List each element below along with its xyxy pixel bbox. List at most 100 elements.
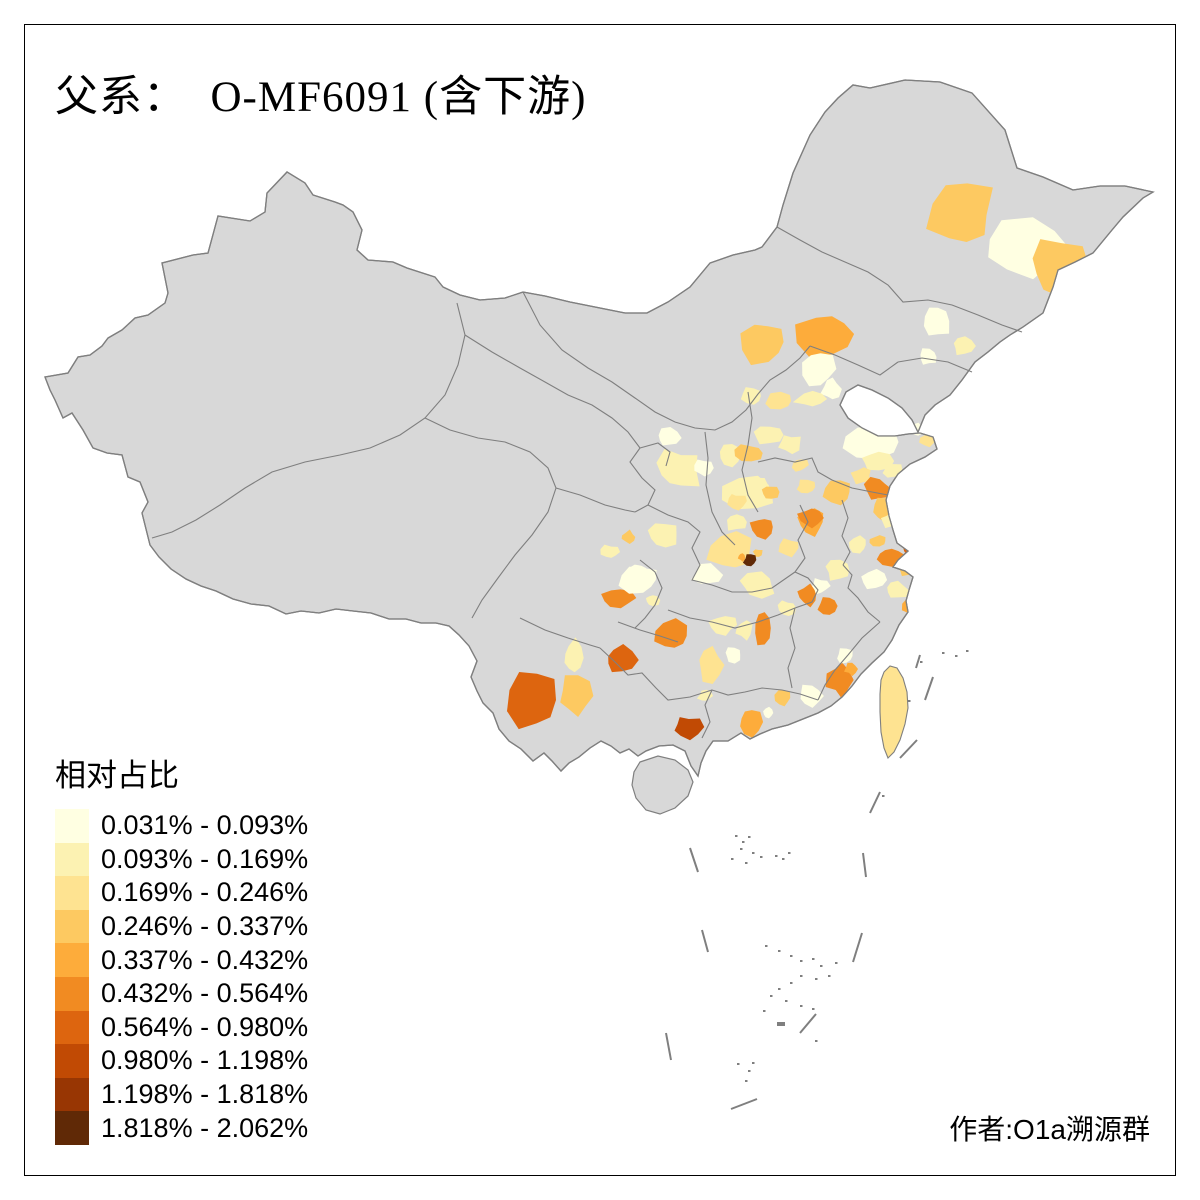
island-speck xyxy=(800,1005,803,1007)
prefecture-patch xyxy=(802,353,837,387)
page-title: 父系： O-MF6091 (含下游) xyxy=(55,74,587,121)
legend-swatch xyxy=(55,943,89,977)
island-speck xyxy=(800,975,803,977)
prefecture-patch xyxy=(778,435,801,455)
prefecture-patch xyxy=(600,544,621,558)
prefecture-patch xyxy=(740,387,761,405)
prefecture-patch xyxy=(724,477,769,496)
legend-rows: 0.031% - 0.093% 0.093% - 0.169% 0.169% -… xyxy=(55,809,308,1145)
legend-row: 0.337% - 0.432% xyxy=(55,943,308,977)
legend-swatch xyxy=(55,1044,89,1078)
boundary-dash xyxy=(899,739,918,759)
prefecture-patch xyxy=(876,548,907,567)
boundary-dash xyxy=(701,929,709,953)
prefecture-patch xyxy=(844,662,858,677)
prefecture-patch xyxy=(742,554,757,567)
island-speck xyxy=(748,836,751,838)
legend-swatch xyxy=(55,809,89,843)
prefecture-patch xyxy=(820,377,842,400)
prefecture-patch xyxy=(763,706,774,719)
prefecture-patch xyxy=(848,535,866,554)
prefecture-patch xyxy=(725,647,741,664)
island-speck xyxy=(740,848,743,850)
prefecture-patch xyxy=(737,553,746,562)
legend-label: 0.246% - 0.337% xyxy=(101,911,309,942)
island-speck xyxy=(812,958,815,960)
island-speck xyxy=(800,960,803,962)
prefecture-patch xyxy=(778,538,799,558)
boundary-dash xyxy=(862,852,867,878)
legend-title: 相对占比 xyxy=(55,758,179,793)
prefecture-patch xyxy=(800,684,824,708)
island-speck xyxy=(752,1062,755,1064)
boundary-dash xyxy=(730,1098,758,1110)
prefecture-patch xyxy=(753,426,784,445)
legend-label: 0.432% - 0.564% xyxy=(101,978,309,1009)
island-speck xyxy=(785,1000,788,1002)
island-speck xyxy=(790,982,793,984)
prefecture-patch xyxy=(809,578,831,595)
prefecture-patch xyxy=(795,316,855,359)
legend-label: 0.564% - 0.980% xyxy=(101,1011,309,1042)
legend-row: 0.432% - 0.564% xyxy=(55,976,309,1011)
legend-swatch xyxy=(55,1077,89,1112)
legend-label: 0.980% - 1.198% xyxy=(101,1045,309,1076)
island-speck xyxy=(745,1080,748,1082)
prefecture-patch xyxy=(694,459,714,477)
prefecture-patch xyxy=(792,390,828,407)
legend-swatch xyxy=(55,909,89,944)
prefecture-patch xyxy=(740,324,784,366)
island-speck xyxy=(920,661,923,663)
prefecture-patch xyxy=(735,620,753,641)
island-speck xyxy=(882,795,885,797)
island-speck xyxy=(908,700,911,702)
legend: 相对占比 0.031% - 0.093% 0.093% - 0.169% 0.1… xyxy=(55,750,308,1145)
legend-label: 0.169% - 0.246% xyxy=(101,877,309,908)
legend-swatch xyxy=(55,842,89,877)
island-speck xyxy=(782,858,785,860)
prefecture-patch xyxy=(761,486,780,499)
prefecture-patch xyxy=(727,490,747,511)
prefecture-patch xyxy=(869,535,886,547)
boundary-dash xyxy=(924,676,934,701)
legend-row: 0.031% - 0.093% xyxy=(55,809,308,843)
prefecture-patch xyxy=(850,467,871,485)
prefecture-patch xyxy=(658,427,682,446)
island-speck xyxy=(775,855,778,857)
island-speck xyxy=(790,955,793,957)
prefecture-patch xyxy=(654,618,688,648)
legend-row: 0.980% - 1.198% xyxy=(55,1044,308,1078)
legend-swatch xyxy=(55,1010,89,1045)
island-speck xyxy=(778,950,781,952)
prefecture-patch xyxy=(797,583,817,608)
prefecture-patch xyxy=(920,348,937,365)
prefecture-patch xyxy=(926,183,993,242)
legend-label: 0.093% - 0.169% xyxy=(101,843,309,874)
prefecture-patch xyxy=(752,549,763,557)
island-speck xyxy=(765,945,768,947)
island-speck xyxy=(763,1010,766,1012)
island-speck xyxy=(812,1008,815,1010)
prefecture-patch xyxy=(645,595,661,607)
island-speck xyxy=(788,852,791,854)
legend-row: 0.564% - 0.980% xyxy=(55,1010,309,1045)
taiwan-island xyxy=(879,665,909,759)
legend-label: 1.198% - 1.818% xyxy=(101,1079,309,1110)
boundary-dash xyxy=(665,1032,672,1061)
island-speck xyxy=(828,975,831,977)
prefecture-patch xyxy=(708,616,738,636)
province-borders xyxy=(151,226,1023,739)
island-speck xyxy=(748,1070,751,1072)
legend-row: 1.818% - 2.062% xyxy=(55,1111,308,1145)
island-speck xyxy=(955,655,958,657)
island-speck xyxy=(735,835,738,837)
prefecture-patch xyxy=(560,675,594,717)
prefecture-patch xyxy=(618,566,657,594)
legend-row: 0.093% - 0.169% xyxy=(55,842,309,877)
sea-boundary-dashes xyxy=(665,654,934,1110)
island-speck xyxy=(731,858,734,860)
prefecture-patch xyxy=(647,523,677,548)
legend-swatch xyxy=(55,1111,89,1145)
hainan-island xyxy=(631,755,694,815)
